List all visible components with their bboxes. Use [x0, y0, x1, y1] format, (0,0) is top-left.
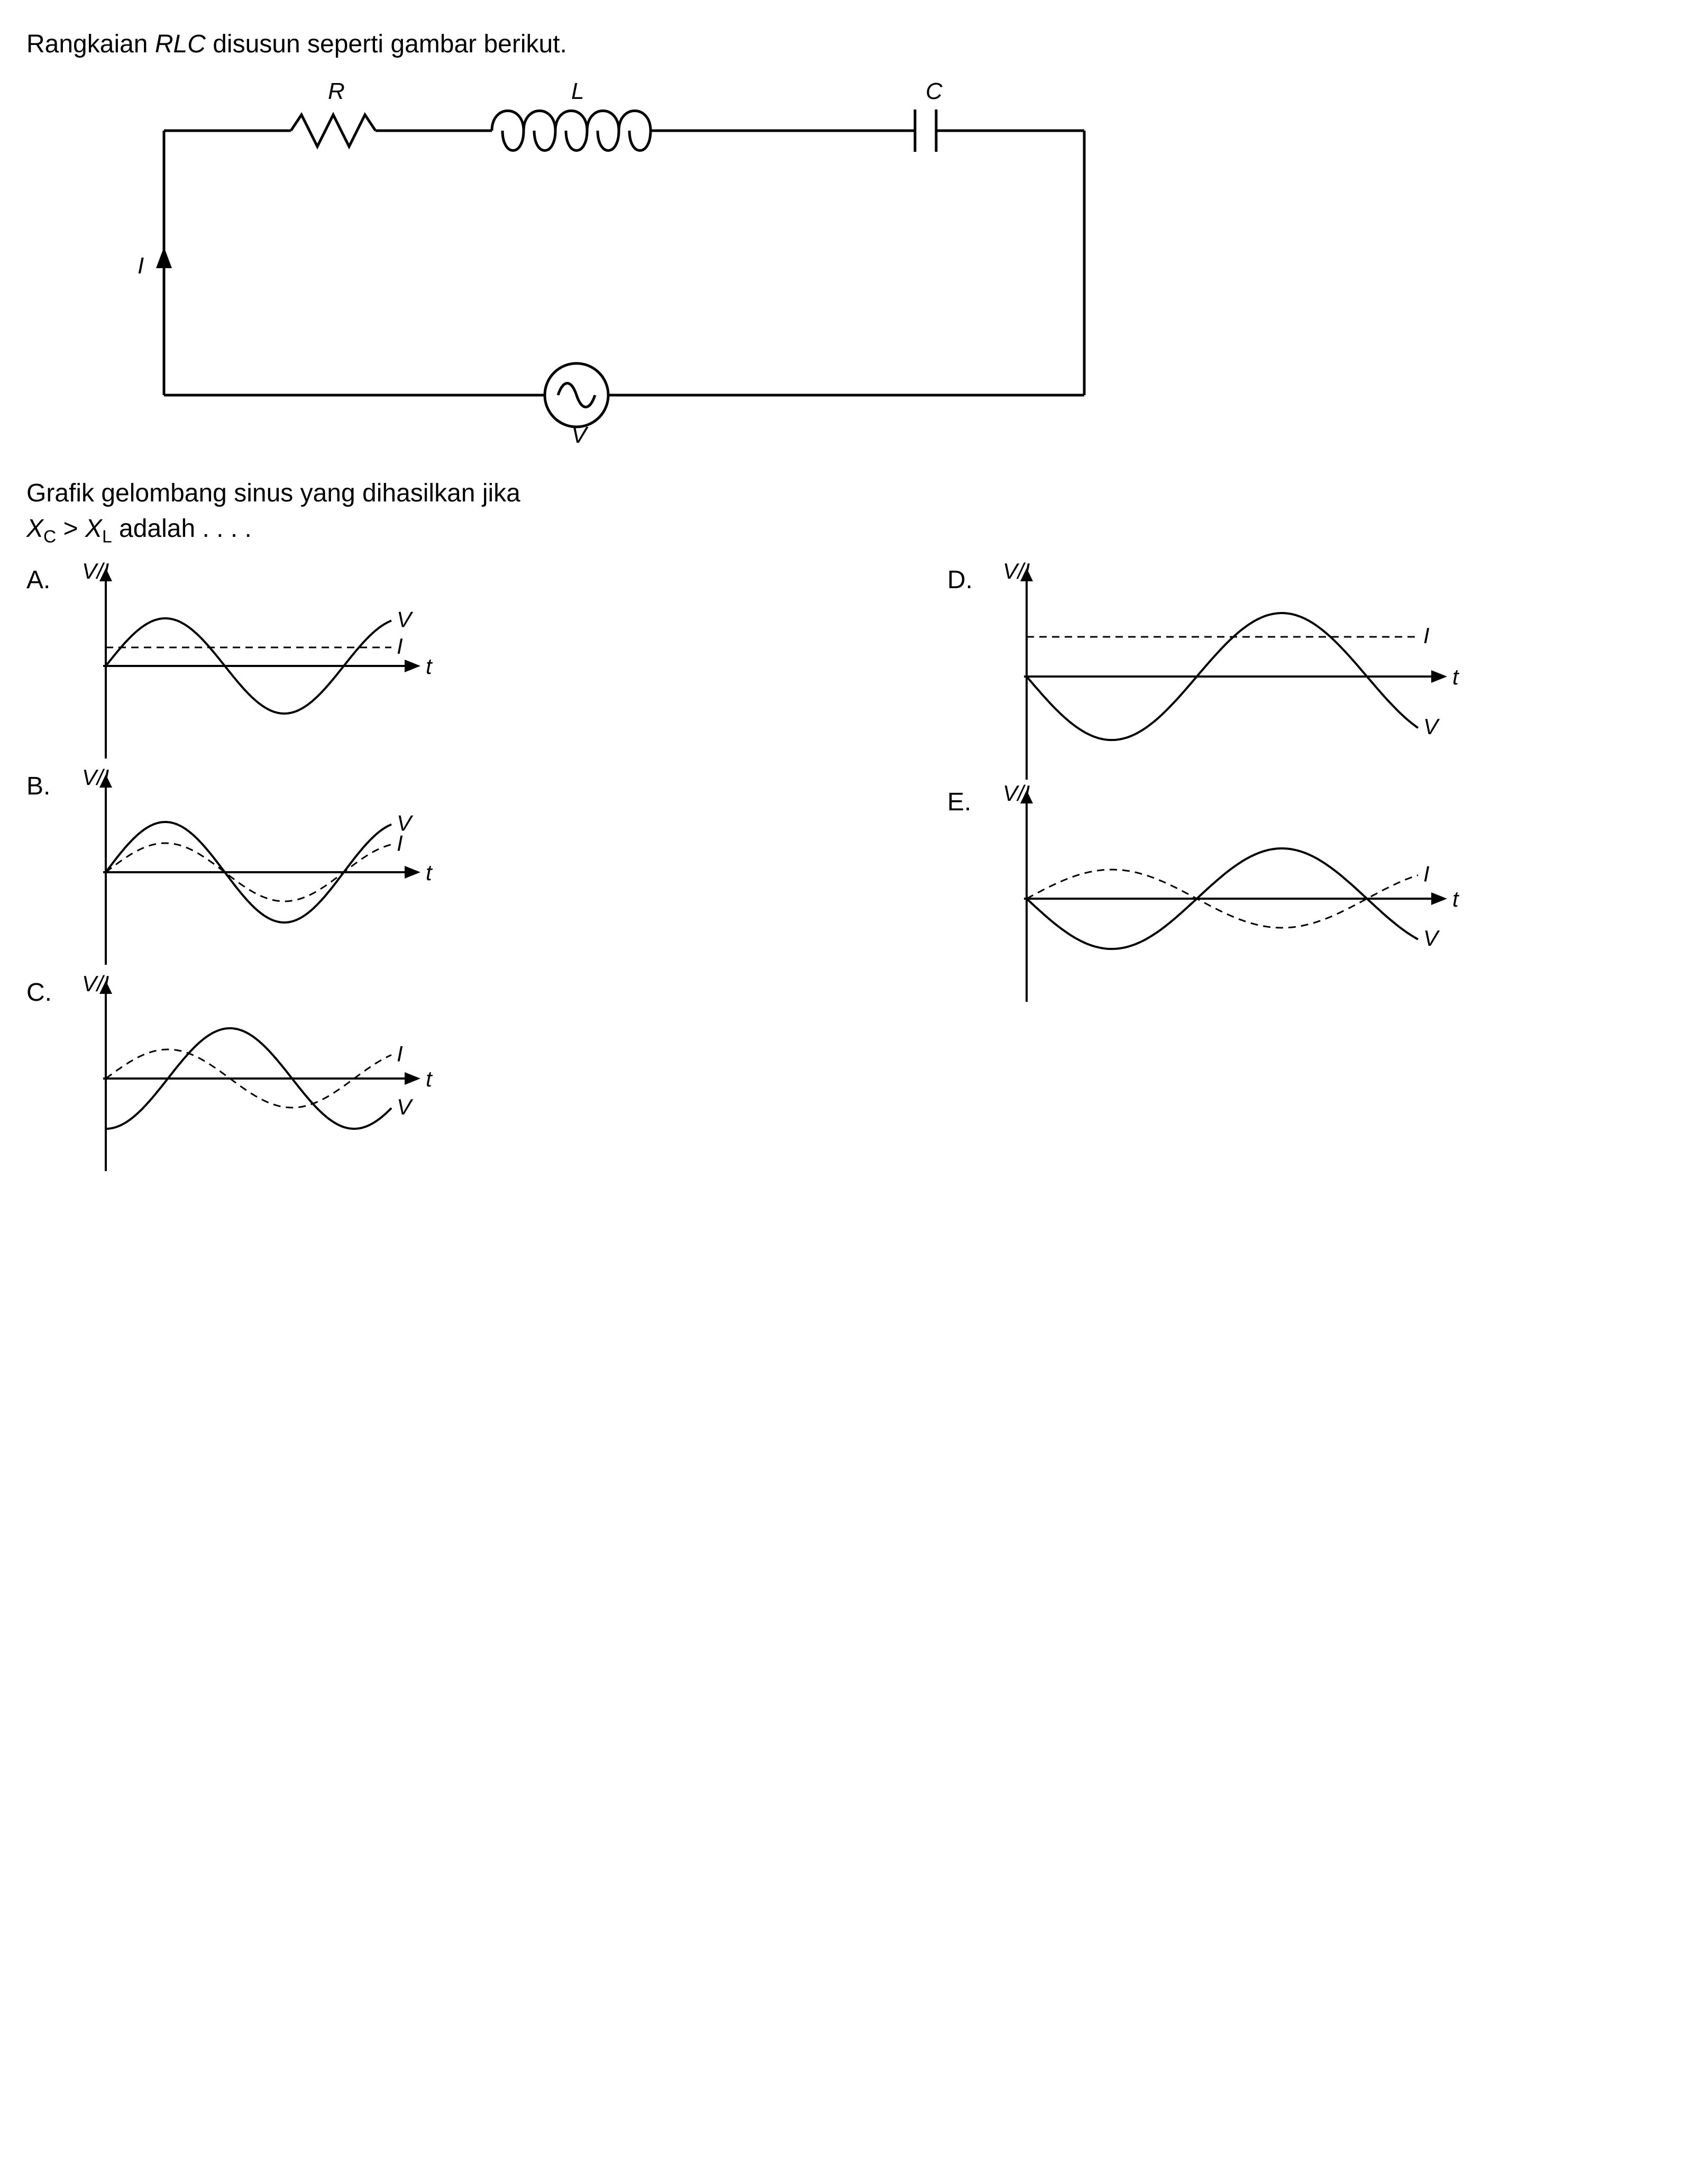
circuit-diagram: R L C I V — [132, 78, 1657, 454]
y-axis-label: V/I — [82, 559, 109, 583]
v-curve-label: V — [1423, 926, 1440, 951]
q-suffix: disusun seperti gambar berikut. — [206, 30, 567, 58]
i-curve-label: I — [397, 634, 403, 659]
subq-line2: XC > XL adalah . . . . — [26, 511, 1657, 550]
i-curve-label: I — [1423, 623, 1430, 648]
x-axis-label: t — [426, 860, 433, 885]
capacitor-label: C — [926, 78, 943, 104]
i-curve-label: I — [1423, 862, 1430, 887]
option-letter-d: D. — [947, 565, 984, 595]
graph-b: V/ItIV — [74, 772, 444, 973]
question-text: Rangkaian RLC disusun seperti gambar ber… — [26, 26, 1657, 62]
x-axis-label: t — [426, 654, 433, 679]
inductor-label: L — [571, 78, 584, 104]
q-prefix: Rangkaian — [26, 30, 155, 58]
current-label: I — [138, 253, 144, 279]
option-c: C. V/ItIV — [26, 978, 736, 1179]
v-curve-label: V — [1423, 714, 1440, 739]
option-b: B. V/ItIV — [26, 772, 736, 973]
resistor-label: R — [328, 78, 345, 104]
q-rlc: RLC — [155, 30, 206, 58]
inductor-icon — [492, 111, 651, 151]
x-axis-label: t — [426, 1066, 433, 1091]
option-letter-a: A. — [26, 565, 63, 595]
graph-e: V/ItIV — [995, 788, 1471, 1010]
i-curve-label: I — [397, 1041, 403, 1066]
option-d: D. V/ItIV — [947, 565, 1657, 788]
current-arrow-icon — [156, 247, 172, 268]
graph-a: V/ItIV — [74, 565, 444, 766]
y-axis-label: V/I — [1003, 559, 1030, 583]
subq-line1: Grafik gelombang sinus yang dihasilkan j… — [26, 476, 1657, 511]
option-letter-c: C. — [26, 978, 63, 1007]
y-axis-label: V/I — [1003, 781, 1030, 806]
options-grid: A. V/ItIV B. V/ItIV C. V/ItIV D. V/ItIV … — [26, 565, 1657, 1179]
x-axis-label: t — [1452, 887, 1460, 911]
option-a: A. V/ItIV — [26, 565, 736, 766]
resistor-icon — [291, 115, 376, 147]
v-curve-label: V — [397, 1094, 414, 1119]
v-curve-label: V — [397, 607, 414, 632]
x-axis-label: t — [1452, 664, 1460, 689]
option-e: E. V/ItIV — [947, 788, 1657, 1010]
v-curve-label: V — [397, 811, 414, 836]
graph-d: V/ItIV — [995, 565, 1471, 788]
y-axis-label: V/I — [82, 765, 109, 790]
graph-c: V/ItIV — [74, 978, 444, 1179]
sub-question: Grafik gelombang sinus yang dihasilkan j… — [26, 476, 1657, 550]
option-letter-e: E. — [947, 788, 984, 817]
y-axis-label: V/I — [82, 971, 109, 996]
option-letter-b: B. — [26, 772, 63, 801]
ac-source-wave — [558, 383, 595, 407]
